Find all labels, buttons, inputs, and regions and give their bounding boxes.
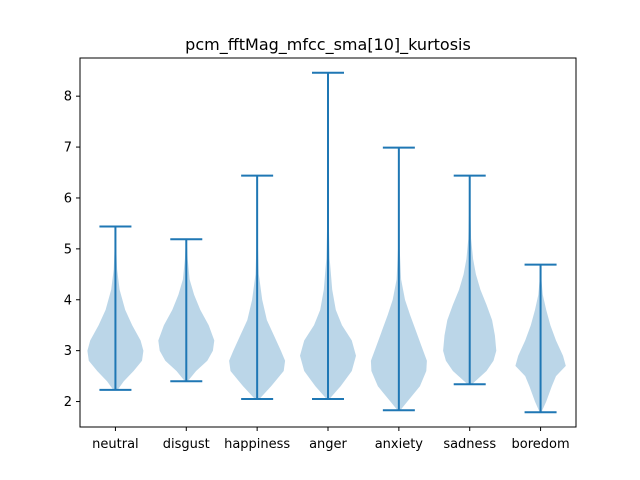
y-tick-label: 8 xyxy=(64,90,72,105)
x-tick-label: disgust xyxy=(163,437,210,452)
extrema-bars xyxy=(99,71,557,414)
violin-group xyxy=(87,72,566,413)
y-tick-label: 4 xyxy=(64,293,72,308)
x-tick-label: neutral xyxy=(92,437,139,452)
x-tick-label: happiness xyxy=(224,437,290,452)
chart-title: pcm_fftMag_mfcc_sma[10]_kurtosis xyxy=(185,35,471,55)
y-tick-label: 7 xyxy=(64,141,72,156)
y-tick-label: 2 xyxy=(64,395,72,410)
y-tick-label: 3 xyxy=(64,344,72,359)
x-tick-label: sadness xyxy=(443,437,496,452)
y-axis: 2 3 4 5 6 7 8 xyxy=(64,90,80,410)
x-tick-label: boredom xyxy=(512,437,570,452)
x-tick-label: anger xyxy=(309,437,347,452)
x-axis: neutral disgust happiness anger anxiety sadne… xyxy=(92,427,570,452)
y-tick-label: 6 xyxy=(64,191,72,206)
y-tick-label: 5 xyxy=(64,242,72,257)
x-tick-label: anxiety xyxy=(375,437,424,452)
